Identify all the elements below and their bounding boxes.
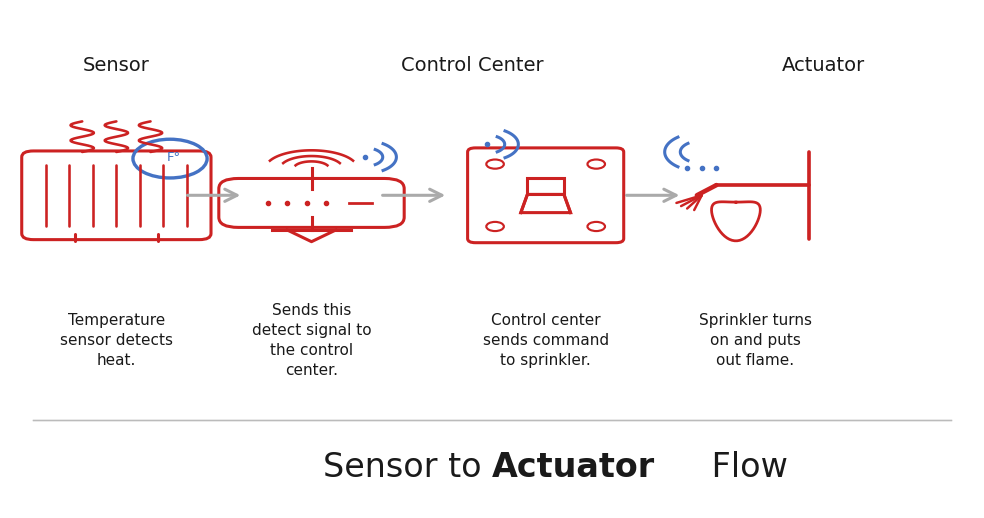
Text: Sprinkler turns
on and puts
out flame.: Sprinkler turns on and puts out flame. (699, 313, 812, 368)
Text: Flow: Flow (701, 452, 787, 484)
Text: Control center
sends command
to sprinkler.: Control center sends command to sprinkle… (482, 313, 609, 368)
Bar (527, 178, 564, 194)
Text: Sensor to: Sensor to (323, 452, 492, 484)
Text: F°: F° (167, 151, 181, 164)
Text: Sends this
detect signal to
the control
center.: Sends this detect signal to the control … (252, 304, 371, 378)
Text: Sensor: Sensor (83, 56, 150, 75)
Text: Control Center: Control Center (401, 56, 544, 75)
Text: Actuator: Actuator (492, 452, 655, 484)
Text: Actuator: Actuator (782, 56, 865, 75)
Text: Temperature
sensor detects
heat.: Temperature sensor detects heat. (60, 313, 173, 368)
